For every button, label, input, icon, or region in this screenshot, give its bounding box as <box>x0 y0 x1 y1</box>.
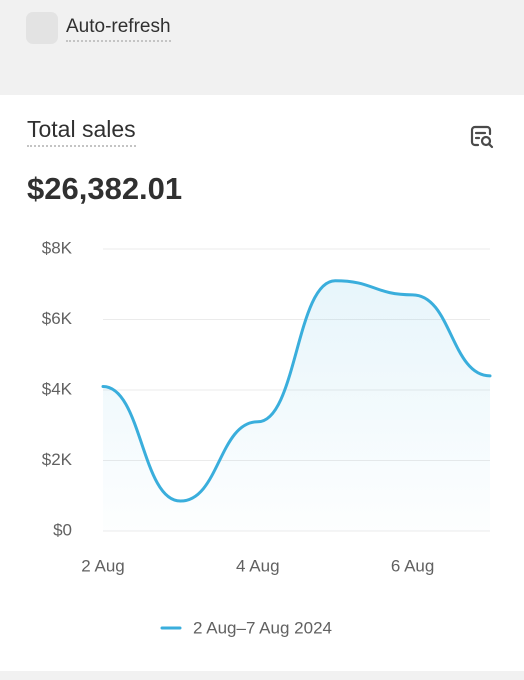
x-tick-label: 4 Aug <box>236 556 280 575</box>
y-tick-label: $2K <box>42 450 73 469</box>
x-tick-label: 6 Aug <box>391 556 435 575</box>
auto-refresh-label[interactable]: Auto-refresh <box>66 16 171 42</box>
legend-label: 2 Aug–7 Aug 2024 <box>193 618 332 637</box>
y-tick-label: $0 <box>53 520 72 539</box>
line <box>101 279 492 503</box>
card: Total sales $26,382.01 <box>0 95 524 671</box>
y-tick-label: $4K <box>42 379 73 398</box>
y-tick-label: $8K <box>42 238 73 257</box>
area <box>103 280 490 531</box>
y-tick-label: $6K <box>42 309 73 328</box>
total-value: $26,382.01 <box>27 171 183 206</box>
explore-icon[interactable] <box>468 123 496 151</box>
x-tick-label: 2 Aug <box>81 556 125 575</box>
checkbox[interactable] <box>26 12 58 44</box>
card-title: Total sales <box>27 116 136 147</box>
